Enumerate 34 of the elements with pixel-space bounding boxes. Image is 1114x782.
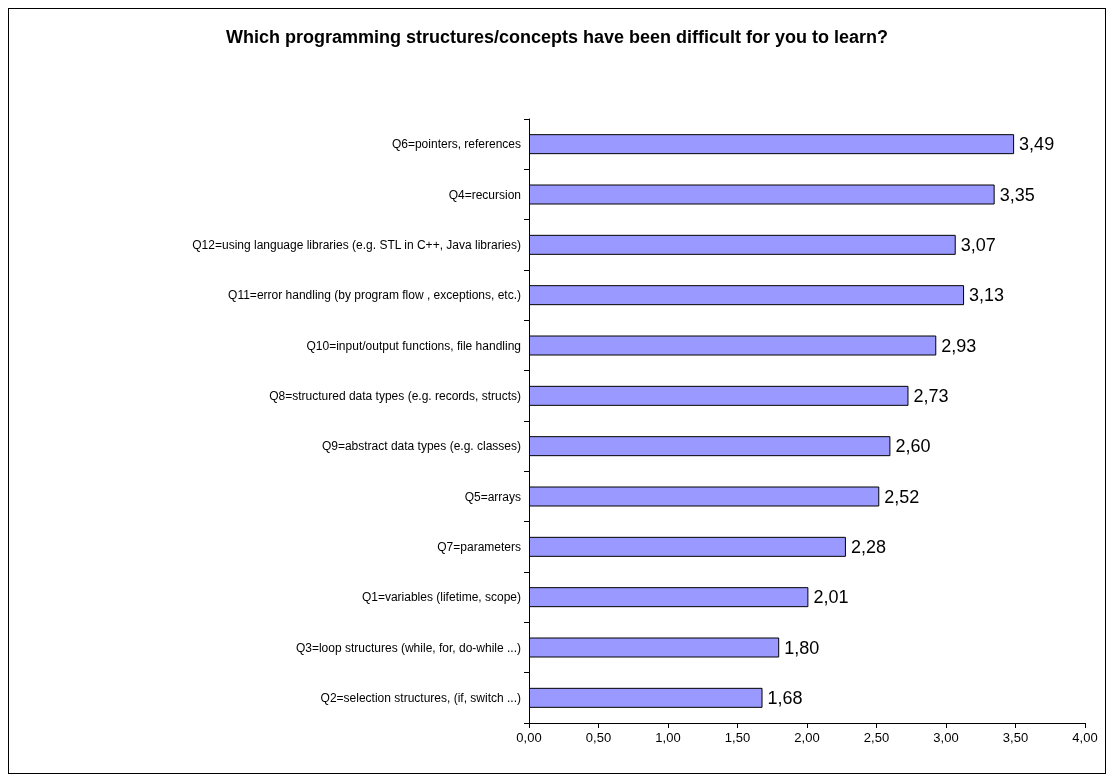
data-label: 2,01 <box>813 587 849 608</box>
data-label: 3,35 <box>999 184 1035 205</box>
y-tick-label: Q2=selection structures, (if, switch ...) <box>320 690 521 705</box>
chart-title: Which programming structures/concepts have been difficult for you to learn? <box>225 27 889 47</box>
y-tick-label: Q4=recursion <box>448 187 521 202</box>
y-tick-label: Q12=using language libraries (e.g. STL in C++, Java libraries) <box>192 237 521 252</box>
x-tick-label: 4,00 <box>1072 730 1098 745</box>
x-tick-label: 0,00 <box>516 730 542 745</box>
data-label: 2,52 <box>884 486 920 507</box>
data-label: 2,28 <box>850 536 886 557</box>
y-tick-label: Q1=variables (lifetime, scope) <box>361 590 521 605</box>
x-tick-label: 1,00 <box>655 730 681 745</box>
y-tick-label: Q5=arrays <box>464 489 521 504</box>
y-tick-label: Q6=pointers, references <box>391 137 521 152</box>
data-label: 2,93 <box>941 335 977 356</box>
data-label: 1,80 <box>784 637 820 658</box>
y-tick-label: Q7=parameters <box>437 539 521 554</box>
data-label: 3,07 <box>960 234 996 255</box>
x-tick-label: 2,00 <box>794 730 820 745</box>
x-tick-label: 3,50 <box>1002 730 1029 745</box>
data-label: 3,13 <box>969 285 1005 306</box>
x-tick-label: 0,50 <box>585 730 612 745</box>
y-tick-label: Q11=error handling (by program flow , exceptions, etc.) <box>228 288 521 303</box>
x-tick-label: 1,50 <box>724 730 751 745</box>
y-tick-label: Q9=abstract data types (e.g. classes) <box>321 439 521 454</box>
x-tick-label: 2,50 <box>863 730 890 745</box>
y-tick-label: Q10=input/output functions, file handling <box>306 338 521 353</box>
y-tick-label: Q8=structured data types (e.g. records, structs) <box>269 388 521 403</box>
data-label: 2,60 <box>895 436 931 457</box>
data-label: 2,73 <box>913 385 949 406</box>
data-label: 3,49 <box>1019 134 1055 155</box>
data-label: 1,68 <box>767 687 803 708</box>
y-tick-label: Q3=loop structures (while, for, do-while ...) <box>295 640 521 655</box>
x-tick-label: 3,00 <box>933 730 959 745</box>
